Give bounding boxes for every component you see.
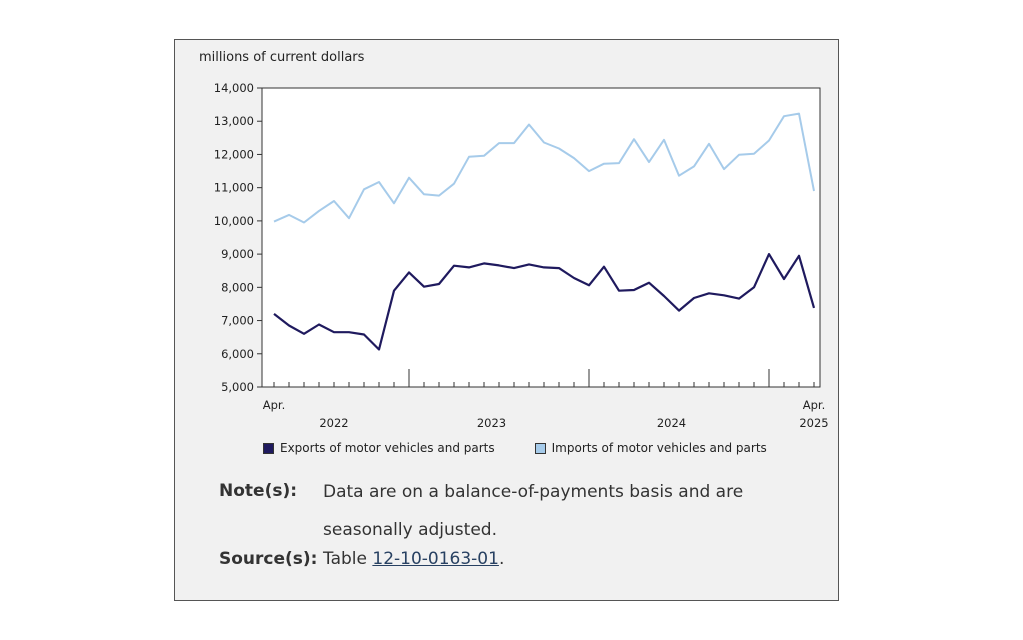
chart-panel: millions of current dollars 5,000 6,000 7,… [174,39,839,601]
note-text: Data are on a balance-of-payments basis … [323,482,744,540]
source-prefix: Table [323,549,373,569]
y-tick-label: 13,000 [214,114,254,128]
x-label-end-month: Apr. [803,398,826,412]
source-row: Source(s): Table 12-10-0163-01. [219,549,783,569]
legend-item-exports: Exports of motor vehicles and parts [263,441,495,455]
chart-notes: Note(s): Data are on a balance-of-paymen… [219,481,783,569]
series-line-imports [273,112,815,224]
x-label-year-2023: 2023 [477,416,506,430]
y-tick-label: 7,000 [221,314,254,328]
note-label: Note(s): [219,481,298,501]
x-label-start-month: Apr. [263,398,286,412]
x-label-year-2025: 2025 [799,416,828,430]
source-text: Table 12-10-0163-01. [323,549,504,569]
y-tick-label: 6,000 [221,347,254,361]
source-label: Source(s): [219,549,318,569]
legend-swatch-exports [263,442,274,454]
series-line-exports [273,253,816,351]
y-tick-label: 14,000 [214,81,254,95]
source-suffix: . [498,549,505,569]
plot-area [261,87,821,388]
legend-label-exports: Exports of motor vehicles and parts [280,441,495,455]
y-tick-label: 12,000 [214,147,254,161]
note-row: Note(s): Data are on a balance-of-paymen… [219,481,783,549]
x-label-year-2024: 2024 [657,416,686,430]
y-tick-label: 10,000 [214,214,254,228]
legend-item-imports: Imports of motor vehicles and parts [534,441,767,455]
y-axis-unit-label: millions of current dollars [199,50,365,65]
source-table-link[interactable]: 12-10-0163-01 [372,549,499,569]
y-tick-label: 5,000 [221,380,254,394]
chart-legend: Exports of motor vehicles and parts Impo… [263,441,767,455]
y-tick-label: 9,000 [221,247,254,261]
y-tick-label: 8,000 [221,280,254,294]
legend-swatch-imports [534,442,546,454]
line-chart: 5,000 6,000 7,000 8,000 9,000 10,000 11,000 12,… [214,81,829,430]
x-label-year-2022: 2022 [319,416,348,430]
legend-label-imports: Imports of motor vehicles and parts [551,441,767,455]
y-tick-label: 11,000 [214,181,254,195]
